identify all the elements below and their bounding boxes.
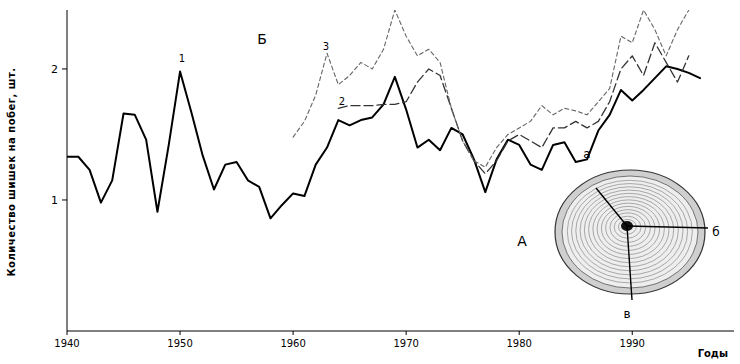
y-tick <box>62 199 67 200</box>
x-tick-label: 1960 <box>280 338 305 349</box>
x-tick <box>406 331 407 335</box>
series-line <box>293 10 689 167</box>
y-tick-label: 2 <box>51 63 58 76</box>
series-line <box>67 66 700 218</box>
x-axis <box>67 331 734 332</box>
series-label: 1 <box>179 53 185 64</box>
x-tick-label: 1970 <box>393 338 418 349</box>
tree-section <box>555 170 708 300</box>
x-tick <box>67 331 68 335</box>
radius-line <box>596 188 627 226</box>
x-tick <box>519 331 520 335</box>
x-tick-label: 1940 <box>54 338 79 349</box>
y-tick-label: 1 <box>51 194 58 207</box>
annotation: б <box>712 225 719 239</box>
x-tick-label: 1980 <box>506 338 531 349</box>
x-tick <box>632 331 633 335</box>
x-tick-label: 1990 <box>620 338 645 349</box>
x-tick <box>180 331 181 335</box>
x-axis-label: Годы <box>698 348 728 359</box>
radius-line <box>627 226 708 228</box>
x-tick-label: 1950 <box>167 338 192 349</box>
chart: 1 2 1940 1950 1960 1970 1980 1990 Годы Количество… <box>0 0 740 364</box>
y-axis <box>67 10 68 331</box>
annotation: А <box>517 233 527 249</box>
x-tick <box>293 331 294 335</box>
series-line <box>338 43 688 174</box>
plot-area <box>67 10 700 218</box>
annotation: в <box>623 307 630 321</box>
series-label: 3 <box>323 41 329 52</box>
radius-line <box>627 226 632 300</box>
annotation: Б <box>257 31 267 47</box>
y-axis-label: Количество шишек на побег, шт. <box>6 67 17 276</box>
y-tick <box>62 68 67 69</box>
series-label: 2 <box>339 96 345 107</box>
